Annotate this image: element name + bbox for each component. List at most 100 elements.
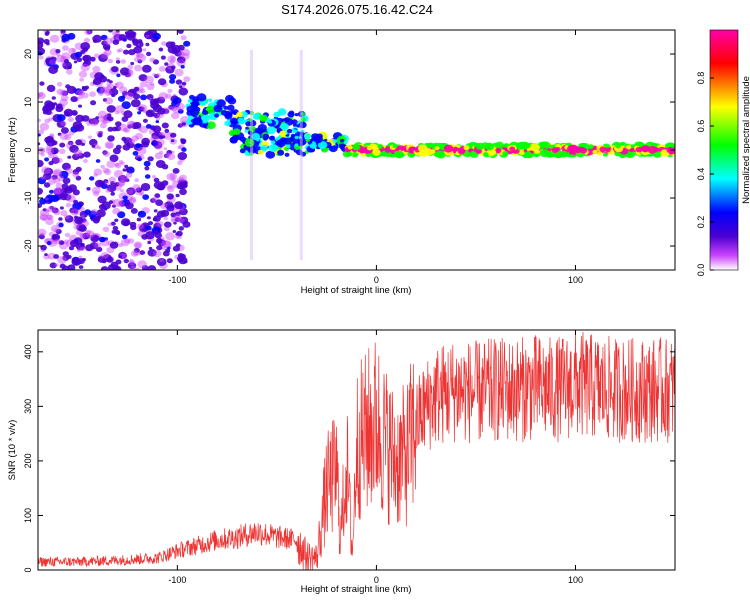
spectrogram-cell: [114, 31, 121, 36]
spectrogram-cell: [223, 105, 229, 110]
spectrogram-cell: [100, 52, 109, 59]
spectrogram-cell: [142, 194, 150, 200]
spectrogram-cell: [592, 149, 598, 155]
spectrogram-cell: [169, 78, 176, 84]
spectrogram-cell: [161, 240, 171, 248]
spectrogram-cell: [97, 195, 107, 204]
spectrogram-cell: [100, 34, 108, 41]
spectrogram-cell: [61, 52, 71, 61]
spectrogram-cell: [84, 209, 91, 215]
spectrogram-cell: [115, 121, 122, 127]
spectrogram-cell: [44, 157, 50, 162]
spectrogram-cell: [137, 111, 142, 115]
spectrogram-cell: [153, 215, 161, 222]
snr-x-ticks: -100 0 100: [168, 330, 583, 585]
spectrogram-cell: [100, 87, 108, 94]
spectrogram-cell: [66, 69, 73, 75]
spectrogram-cell: [38, 187, 43, 195]
spectrogram-cell: [303, 133, 312, 140]
spectrogram-cell: [164, 201, 174, 209]
spectrogram-cell: [38, 142, 41, 146]
spectrogram-cell: [53, 209, 61, 216]
spectrogram-cell: [81, 142, 85, 146]
spectrogram-cell: [236, 111, 243, 118]
spectrogram-cell: [102, 98, 108, 102]
spectrogram-cell: [171, 178, 177, 183]
spectrogram-cell: [102, 150, 108, 155]
spectrogram-cell: [175, 79, 183, 85]
spectrogram-cell: [279, 130, 287, 137]
spectrogram-cell: [94, 179, 105, 188]
spectrogram-cell: [38, 91, 46, 100]
spectrogram-cell: [132, 151, 139, 156]
spectrogram-cell: [174, 201, 184, 210]
spectrogram-y-ticks: -20 -10 0 10 20: [23, 49, 675, 253]
spectrogram-cell: [366, 145, 373, 151]
spectrogram-cell: [125, 32, 136, 41]
spectrogram-cell: [579, 147, 588, 154]
spectrogram-cell: [141, 137, 151, 146]
spectrogram-cell: [111, 31, 118, 36]
spectrogram-cell: [178, 181, 188, 190]
spectrogram-cell: [139, 81, 148, 88]
snr-y-ticks: 0 100 200 300 400: [23, 344, 675, 573]
spectrogram-cell: [127, 69, 133, 74]
spectrogram-cell: [156, 221, 164, 228]
spectrogram-cell: [39, 232, 45, 237]
spectrogram-cell: [666, 147, 673, 153]
spectrogram-cell: [262, 133, 270, 140]
spectrogram-cell: [86, 187, 91, 191]
spectrogram-cell: [192, 101, 199, 107]
spectrogram-cell: [142, 64, 152, 73]
spectrogram-cell: [49, 34, 60, 43]
spectrogram-cell: [182, 221, 191, 228]
spectrogram-cell: [178, 217, 185, 223]
spectrogram-cell: [103, 179, 109, 184]
spectrogram-cell: [146, 94, 154, 100]
spectrogram-cell: [89, 91, 96, 97]
spectrogram-cell: [41, 166, 51, 175]
spectrogram-cell: [435, 150, 444, 157]
spectrogram-cell: [38, 133, 41, 137]
spectrogram-cell: [92, 190, 100, 197]
spectrogram-cell: [78, 90, 85, 96]
spectrogram-cell: [110, 181, 115, 185]
spectrogram-cell: [294, 143, 299, 147]
spectrogram-cell: [74, 216, 84, 225]
spectrogram-cell: [117, 200, 126, 207]
spectrogram-cell: [77, 152, 85, 159]
spectrogram-cell: [118, 243, 124, 248]
spectrogram-cell: [141, 106, 146, 111]
spectrogram-cell: [135, 53, 140, 58]
spectrogram-cell: [100, 164, 105, 169]
spectrogram-cell: [89, 118, 99, 127]
spectrogram-cell: [105, 188, 111, 193]
spectrogram-cell: [118, 160, 124, 164]
spectrogram-cell: [55, 228, 62, 235]
spectrogram-cell: [106, 116, 112, 120]
spectrogram-cell: [62, 177, 71, 184]
spectrogram-cell: [121, 136, 127, 142]
spectrogram-cell: [142, 109, 147, 113]
spectrogram-cell: [108, 30, 113, 33]
spectrogram-cell: [178, 87, 189, 96]
spectrogram-cell: [175, 193, 180, 198]
spectrogram-cell: [139, 125, 149, 134]
spectrogram-cell: [180, 35, 187, 41]
spectrogram-cell: [72, 121, 83, 130]
spectrogram-cell: [372, 148, 381, 156]
colorbar: 0.0 0.2 0.4 0.6 0.8 Normalized spectral ampl…: [696, 29, 750, 276]
spectrogram-cell: [139, 250, 146, 255]
spectrogram-cell: [114, 229, 120, 235]
spectrogram-cell: [46, 214, 54, 221]
spectrogram-cell: [136, 52, 144, 59]
spectrogram-cell: [192, 117, 201, 124]
spectrogram-cell: [43, 182, 51, 188]
colorbar-scale: [709, 29, 739, 271]
spectrogram-cell: [126, 136, 130, 140]
spectrogram-cell: [70, 208, 80, 216]
spectrogram-cell: [112, 204, 116, 208]
spectrogram-cell: [155, 73, 161, 78]
spectrogram-cell: [180, 65, 185, 69]
spectrogram-cell: [83, 37, 91, 43]
